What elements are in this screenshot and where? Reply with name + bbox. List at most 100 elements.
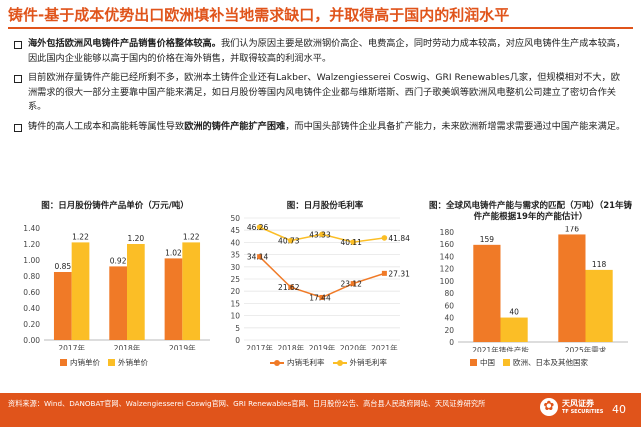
x-tick-label: 2021年铸件产能 [472, 345, 529, 352]
data-point [256, 224, 263, 230]
x-tick-label: 2021年 [371, 343, 398, 350]
point-value-label: 23.12 [340, 280, 362, 289]
bar [500, 317, 528, 342]
y-tick-label: 0.00 [23, 336, 40, 345]
point-value-label: 17.44 [309, 293, 331, 302]
y-tick-label: 80 [444, 289, 454, 298]
data-point [350, 281, 356, 287]
square-bullet-icon [14, 123, 22, 132]
x-tick-label: 2020年 [340, 343, 367, 350]
bar [473, 244, 501, 342]
bar [182, 242, 201, 340]
data-point [381, 235, 388, 241]
legend-label: 中国 [480, 358, 495, 367]
footer-bar [0, 393, 641, 427]
y-tick-label: 20 [444, 326, 454, 335]
bullet-item: 目前欧洲存量铸件产能已经所剩不多，欧洲本土铸件企业还有Lakber、Walzen… [12, 71, 629, 115]
y-tick-label: 0 [235, 336, 240, 345]
x-tick-label: 2018年 [114, 343, 141, 350]
y-tick-label: 15 [230, 299, 240, 308]
square-bullet-icon [14, 41, 22, 49]
bar-value-label: 0.92 [110, 256, 127, 265]
x-tick-label: 2025年需求 [565, 345, 607, 352]
y-tick-label: 35 [230, 251, 240, 260]
y-tick-label: 0.40 [23, 304, 40, 313]
bullet-bold-text: 海外包括欧洲风电铸件产品销售价格整体较高。 [28, 38, 221, 49]
y-tick-label: 10 [230, 312, 240, 321]
y-tick-label: 100 [440, 277, 455, 286]
legend-line-export [332, 359, 347, 366]
bar-value-label: 0.85 [54, 262, 71, 271]
bar [164, 258, 183, 340]
y-tick-label: 25 [230, 275, 240, 284]
y-tick-label: 140 [440, 252, 455, 261]
square-bullet-icon [14, 75, 22, 83]
x-tick-label: 2017年 [58, 343, 85, 350]
legend-label: 欧洲、日本及其他国家 [513, 358, 588, 367]
legend-swatch-others [503, 359, 510, 366]
y-tick-label: 120 [440, 265, 455, 274]
bar-value-label: 40 [509, 308, 519, 317]
legend-label: 外销单价 [118, 358, 148, 367]
company-logo: ✿ 天风证券 TF SECURITIES [540, 398, 603, 416]
y-tick-label: 45 [230, 226, 240, 235]
y-tick-label: 60 [444, 301, 454, 310]
bar-value-label: 1.22 [183, 232, 200, 241]
bullet-item: 海外包括欧洲风电铸件产品销售价格整体较高。我们认为原因主要是欧洲钢价高企、电费高… [12, 37, 629, 66]
y-tick-label: 40 [444, 314, 454, 323]
point-value-label: 40.11 [340, 238, 362, 247]
point-value-label: 21.62 [278, 283, 300, 292]
page-number: 40 [612, 403, 626, 416]
page-title: 铸件-基于成本优势出口欧洲填补当地需求缺口，并取得高于国内的利润水平 [8, 6, 510, 24]
point-value-label: 27.31 [388, 269, 410, 278]
chart-3-legend: 中国 欧洲、日本及其他国家 [462, 357, 588, 368]
y-tick-label: 0.20 [23, 320, 40, 329]
bar [53, 272, 72, 340]
bullet-text: 铸件的高人工成本和高能耗等属性导致欧洲的铸件产能扩产困难，而中国头部铸件企业具备… [28, 120, 625, 135]
bar-value-label: 159 [480, 235, 495, 244]
chart-1-legend: 内销单价 外销单价 [52, 357, 148, 368]
y-tick-label: 160 [440, 240, 455, 249]
bar [127, 244, 145, 340]
y-tick-label: 180 [440, 228, 455, 237]
bullet-body-text: ，而中国头部铸件企业具备扩产能力，未来欧洲新增需求需要通过中国产能来满足。 [285, 120, 626, 132]
bar [585, 269, 613, 342]
y-tick-label: 5 [235, 324, 240, 333]
chart-2-title: 图：日月股份毛利率 [286, 201, 364, 211]
bar [558, 234, 586, 342]
y-tick-label: 0.80 [23, 272, 40, 281]
point-value-label: 40.73 [278, 237, 300, 246]
legend-line-domestic [270, 359, 284, 366]
data-point [319, 294, 325, 300]
chart-unit-price: 0.00 0.20 0.40 0.60 0.80 1.00 1.20 1.40 0.85 1.22… [23, 224, 210, 350]
bullet-body-text: 铸件的高人工成本和高能耗等属性导致 [28, 120, 185, 132]
y-tick-label: 0.60 [23, 288, 40, 297]
point-value-label: 34.14 [247, 253, 269, 262]
x-tick-label: 2019年 [309, 343, 336, 350]
x-tick-label: 2018年 [278, 343, 305, 350]
point-value-label: 43.33 [309, 230, 331, 239]
y-tick-label: 1.20 [23, 240, 40, 249]
legend-label: 内销毛利率 [287, 358, 325, 367]
bar-value-label: 176 [565, 226, 580, 233]
y-tick-label: 0 [449, 338, 454, 347]
legend-label: 外销毛利率 [349, 358, 388, 367]
footer-source: 资料来源：Wind、DANOBAT官网、Walzengiesserei Cosw… [8, 399, 486, 408]
flower-logo-icon: ✿ [540, 398, 558, 416]
chart-1-title: 图：日月股份铸件产品单价（万元/吨） [41, 201, 189, 211]
legend-swatch-china [470, 359, 477, 366]
legend-swatch-domestic [60, 359, 67, 366]
data-point [257, 254, 263, 260]
y-tick-label: 50 [230, 214, 240, 223]
y-tick-label: 30 [230, 263, 240, 272]
y-tick-label: 1.40 [23, 224, 40, 233]
x-tick-label: 2019年 [169, 343, 196, 350]
bullet-bold-text: 欧洲的铸件产能扩产困难 [184, 120, 286, 132]
title-divider [8, 27, 633, 29]
bar-value-label: 1.22 [72, 232, 89, 241]
chart-capacity-demand: 0 20 40 60 80 100 120 140 160 180 159 40 2021年铸件产能 17… [440, 226, 628, 352]
chart-gross-margin: 0 5 10 15 20 25 30 35 40 45 50 2017年 2018年 2019年 2020年… [230, 214, 410, 350]
bullet-body-text: 我们认为原因主要是欧洲钢价高企、电费高企，同时劳动力成本较高，对应风电铸件生产成… [28, 38, 626, 64]
bar [109, 266, 127, 340]
y-tick-label: 40 [230, 238, 240, 247]
